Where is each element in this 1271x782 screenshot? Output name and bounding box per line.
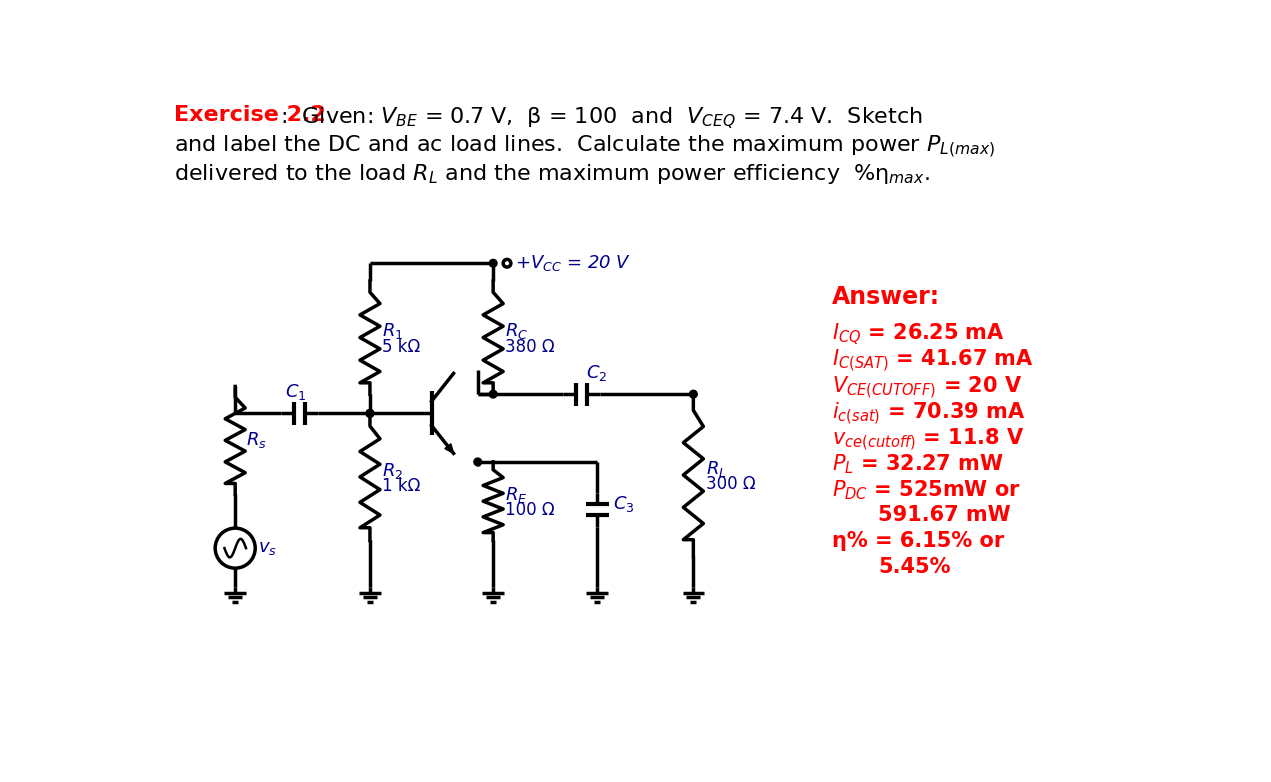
Circle shape — [489, 260, 497, 267]
Text: $R_E$: $R_E$ — [506, 485, 527, 505]
Circle shape — [474, 458, 482, 466]
Text: $C_3$: $C_3$ — [613, 494, 634, 515]
Circle shape — [366, 410, 374, 418]
Text: $R_L$: $R_L$ — [705, 459, 727, 479]
Text: $C_1$: $C_1$ — [285, 382, 306, 402]
Text: 5 kΩ: 5 kΩ — [383, 338, 421, 356]
Text: $V_{CE(CUTOFF)}$ = 20 V: $V_{CE(CUTOFF)}$ = 20 V — [833, 374, 1022, 400]
Circle shape — [366, 410, 374, 418]
Text: $i_{c(sat)}$ = 70.39 mA: $i_{c(sat)}$ = 70.39 mA — [833, 400, 1026, 427]
Text: $C_2$: $C_2$ — [586, 363, 606, 382]
Text: $P_{DC}$ = 525mW or: $P_{DC}$ = 525mW or — [833, 479, 1021, 503]
Text: $R_s$: $R_s$ — [247, 430, 267, 450]
Text: $v_s$: $v_s$ — [258, 539, 277, 557]
Text: $I_{C(SAT)}$ = 41.67 mA: $I_{C(SAT)}$ = 41.67 mA — [833, 348, 1033, 375]
Text: 591.67 mW: 591.67 mW — [878, 505, 1010, 525]
Text: 5.45%: 5.45% — [878, 558, 951, 577]
Text: $R_2$: $R_2$ — [383, 461, 403, 481]
Text: $I_{CQ}$ = 26.25 mA: $I_{CQ}$ = 26.25 mA — [833, 321, 1004, 347]
Text: 1 kΩ: 1 kΩ — [383, 477, 421, 495]
Text: 100 Ω: 100 Ω — [506, 501, 555, 519]
Text: $+V_{CC}$ = 20 V: $+V_{CC}$ = 20 V — [515, 253, 630, 273]
Text: $v_{ce(cutoff)}$ = 11.8 V: $v_{ce(cutoff)}$ = 11.8 V — [833, 426, 1024, 453]
Text: Exercise 2.2: Exercise 2.2 — [174, 106, 325, 125]
Polygon shape — [445, 444, 454, 454]
Text: 380 Ω: 380 Ω — [506, 338, 555, 356]
Text: Answer:: Answer: — [833, 285, 941, 309]
Text: delivered to the load $R_L$ and the maximum power efficiency  %η$_{max}$.: delivered to the load $R_L$ and the maxi… — [174, 163, 929, 186]
Text: $R_C$: $R_C$ — [506, 321, 529, 342]
Text: $R_1$: $R_1$ — [383, 321, 404, 342]
Text: $P_L$ = 32.27 mW: $P_L$ = 32.27 mW — [833, 453, 1004, 476]
Circle shape — [689, 390, 698, 398]
Circle shape — [489, 390, 497, 398]
Text: η% = 6.15% or: η% = 6.15% or — [833, 531, 1004, 551]
Text: and label the DC and ac load lines.  Calculate the maximum power $P_{L(max)}$: and label the DC and ac load lines. Calc… — [174, 134, 995, 160]
Text: 300 Ω: 300 Ω — [705, 475, 755, 493]
Text: :  Given: $V_{BE}$ = 0.7 V,  β = 100  and  $V_{CEQ}$ = 7.4 V.  Sketch: : Given: $V_{BE}$ = 0.7 V, β = 100 and $… — [280, 106, 923, 131]
